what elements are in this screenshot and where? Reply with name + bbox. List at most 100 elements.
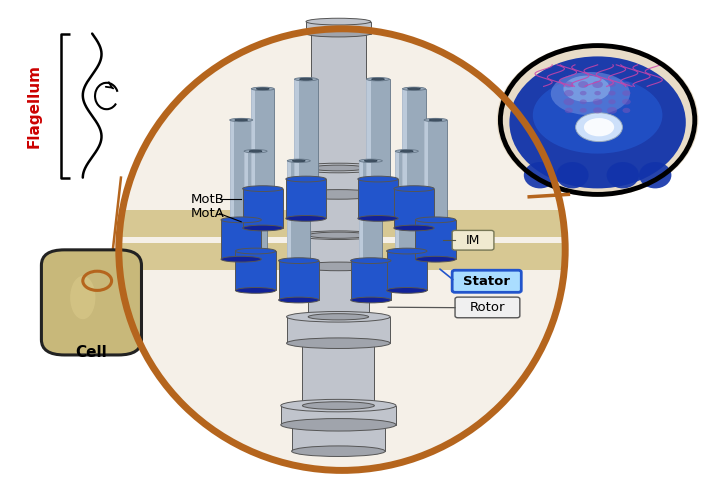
Text: MotB: MotB: [191, 192, 225, 206]
Circle shape: [608, 99, 616, 104]
Ellipse shape: [221, 256, 261, 262]
FancyBboxPatch shape: [42, 250, 142, 355]
Ellipse shape: [294, 190, 383, 199]
Circle shape: [594, 91, 601, 96]
Ellipse shape: [359, 159, 382, 162]
Circle shape: [580, 108, 587, 113]
Polygon shape: [402, 89, 407, 194]
Polygon shape: [244, 151, 248, 257]
Circle shape: [580, 91, 587, 96]
Polygon shape: [281, 406, 396, 425]
Polygon shape: [286, 179, 326, 218]
Polygon shape: [395, 151, 400, 257]
Ellipse shape: [308, 192, 369, 198]
Ellipse shape: [563, 76, 610, 102]
Ellipse shape: [429, 119, 442, 121]
Polygon shape: [395, 151, 418, 257]
Ellipse shape: [279, 258, 319, 264]
Ellipse shape: [287, 265, 310, 268]
Circle shape: [564, 82, 573, 87]
Ellipse shape: [351, 258, 391, 264]
Ellipse shape: [395, 150, 418, 153]
Ellipse shape: [221, 217, 261, 223]
Polygon shape: [306, 22, 371, 34]
Polygon shape: [221, 220, 261, 259]
Ellipse shape: [308, 314, 369, 320]
Polygon shape: [235, 251, 276, 290]
Ellipse shape: [402, 193, 426, 196]
FancyBboxPatch shape: [119, 210, 565, 237]
Polygon shape: [243, 189, 283, 228]
Ellipse shape: [230, 224, 253, 228]
Polygon shape: [251, 89, 256, 194]
Polygon shape: [311, 34, 366, 168]
Polygon shape: [294, 79, 299, 185]
Ellipse shape: [300, 78, 312, 80]
Polygon shape: [251, 89, 274, 194]
Polygon shape: [308, 194, 369, 235]
Circle shape: [623, 82, 630, 87]
Ellipse shape: [311, 31, 366, 36]
Ellipse shape: [249, 150, 262, 152]
Ellipse shape: [387, 248, 427, 254]
Ellipse shape: [302, 339, 374, 347]
Ellipse shape: [364, 160, 377, 162]
Ellipse shape: [243, 186, 283, 192]
Polygon shape: [415, 220, 456, 259]
Polygon shape: [279, 261, 319, 300]
Ellipse shape: [286, 216, 326, 221]
Circle shape: [578, 81, 588, 88]
Polygon shape: [287, 317, 390, 343]
Ellipse shape: [243, 225, 283, 231]
Polygon shape: [358, 179, 398, 218]
FancyBboxPatch shape: [119, 243, 565, 270]
Circle shape: [593, 81, 603, 88]
Ellipse shape: [366, 78, 390, 81]
Ellipse shape: [281, 399, 396, 412]
Ellipse shape: [395, 255, 418, 258]
Circle shape: [608, 91, 616, 96]
Ellipse shape: [424, 224, 447, 228]
Ellipse shape: [358, 216, 398, 221]
Polygon shape: [230, 120, 253, 226]
Ellipse shape: [294, 78, 318, 81]
Polygon shape: [387, 251, 427, 290]
Ellipse shape: [70, 276, 95, 319]
Circle shape: [607, 107, 617, 114]
Ellipse shape: [366, 183, 390, 187]
Ellipse shape: [292, 446, 385, 456]
Polygon shape: [230, 120, 234, 226]
Ellipse shape: [281, 419, 396, 431]
Ellipse shape: [308, 263, 369, 270]
Circle shape: [593, 98, 603, 105]
Circle shape: [564, 108, 573, 113]
FancyBboxPatch shape: [452, 230, 494, 250]
Ellipse shape: [533, 77, 662, 154]
Ellipse shape: [292, 420, 385, 430]
Polygon shape: [287, 161, 310, 266]
Circle shape: [580, 99, 587, 104]
Ellipse shape: [606, 162, 639, 188]
Polygon shape: [302, 343, 374, 406]
Text: MotA: MotA: [191, 207, 225, 220]
FancyBboxPatch shape: [455, 297, 520, 318]
Ellipse shape: [244, 255, 267, 258]
Polygon shape: [366, 79, 371, 185]
Ellipse shape: [235, 288, 276, 293]
Ellipse shape: [358, 176, 398, 182]
Ellipse shape: [400, 150, 413, 152]
Polygon shape: [424, 120, 428, 226]
Ellipse shape: [292, 160, 305, 162]
Polygon shape: [292, 425, 385, 451]
Text: IM: IM: [466, 234, 480, 247]
Ellipse shape: [311, 165, 366, 171]
Ellipse shape: [359, 265, 382, 268]
Ellipse shape: [294, 163, 383, 173]
Ellipse shape: [251, 193, 274, 196]
Ellipse shape: [287, 338, 390, 348]
Circle shape: [623, 108, 630, 113]
Ellipse shape: [372, 78, 384, 80]
Ellipse shape: [584, 118, 614, 136]
Ellipse shape: [251, 87, 274, 90]
Ellipse shape: [235, 248, 276, 254]
